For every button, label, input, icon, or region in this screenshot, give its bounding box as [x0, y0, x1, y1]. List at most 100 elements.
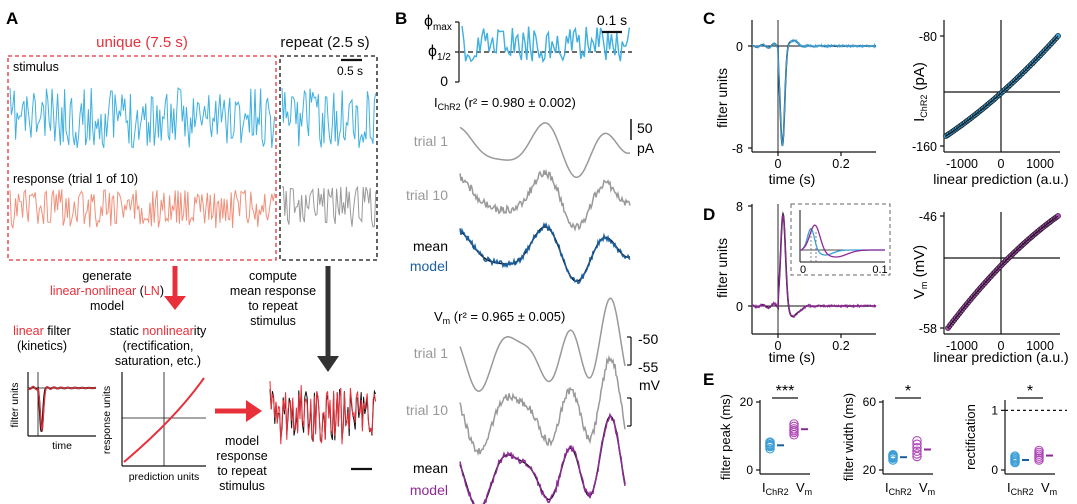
ln-model-text: linear-nonlinear (LN) — [50, 284, 164, 298]
ichr2-trial10-label: trial 10 — [406, 187, 448, 203]
e-ytick-top-label: 20 — [740, 395, 754, 409]
panel-e: E 20 0 filter peak (ms) *** IChR2 Vm 60 20 filte… — [703, 370, 1067, 497]
e-vm-point — [912, 435, 922, 446]
panel-d-letter: D — [703, 205, 715, 224]
e-vm-point — [789, 419, 799, 429]
response-trace — [9, 188, 276, 229]
response-units-label: response units — [101, 386, 113, 454]
linear-filter-title: linear filter — [13, 324, 71, 338]
d-nonlinearity-points — [945, 213, 1061, 331]
e-chr2-point — [765, 437, 775, 447]
model-resp-line-3: to repeat — [217, 464, 267, 478]
vm-unit: mV — [639, 377, 661, 393]
d-inset-xtick-0: 0 — [800, 264, 806, 276]
c-nl-ytick-160: -160 — [912, 140, 937, 154]
compute-line-2: mean response — [230, 284, 316, 298]
scalebar-pa-value: 50 — [637, 120, 653, 136]
d-inset-xtick-01: 0.1 — [872, 264, 887, 276]
c-nl-xtick-0: 0 — [998, 157, 1005, 171]
d-nl-xtick-1000: 1000 — [1026, 339, 1054, 353]
panel-c-letter: C — [703, 9, 715, 28]
vm-trial1-label: trial 1 — [414, 345, 448, 361]
vm-model-label: model — [410, 482, 448, 498]
phi-max-label: ϕmax — [424, 13, 452, 33]
e-ytick-top-label: 1 — [991, 403, 998, 417]
e-x-label-vm: Vm — [796, 480, 812, 497]
c-nl-xlabel: linear prediction (a.u.) — [933, 171, 1068, 187]
c-xtick-0-label: 0 — [775, 157, 782, 171]
c-ytick-0: 0 — [736, 40, 743, 54]
c-xtick-02-label: 0.2 — [832, 157, 849, 171]
e-x-label-vm: Vm — [1041, 480, 1057, 497]
e-chr2-point — [888, 449, 898, 460]
response-repeat-trace — [281, 185, 377, 228]
e-vm-point — [912, 446, 922, 456]
ichr2-title: IChR2 (r² = 0.980 ± 0.002) — [434, 95, 576, 112]
model-resp-line-2: response — [216, 449, 267, 463]
e-summary-plots: 20 0 filter peak (ms) *** IChR2 Vm 60 20 filter … — [718, 383, 1067, 497]
e-sig-label: * — [1027, 383, 1033, 400]
d-ylabel: filter units — [714, 238, 730, 298]
red-right-arrow-icon — [246, 400, 262, 422]
filter-units-label: filter units — [9, 383, 21, 428]
e-vm-point — [1034, 445, 1044, 456]
d-nl-xtick-m1000: -1000 — [946, 339, 978, 353]
e-x-label-ichr2: IChR2 — [762, 480, 789, 497]
rectification-label-1: (rectification, — [123, 339, 194, 353]
c-nl-ytick-80: -80 — [919, 30, 937, 44]
ichr2-trial1-trace — [459, 122, 631, 179]
d-inset-box — [790, 203, 891, 276]
ichr2-trial10-trace — [459, 168, 631, 232]
ichr2-model-trace — [459, 222, 631, 285]
model-response-model — [269, 380, 377, 445]
c-nonlinearity-points — [943, 33, 1061, 139]
stimulus-label: stimulus — [13, 60, 59, 74]
c-nl-xtick-1000: 1000 — [1026, 157, 1054, 171]
panel-c: C 0 -8 0 0.2 filter units time (s) -80 -… — [703, 9, 1069, 187]
e-vm-point — [912, 439, 922, 449]
model-resp-line-1: model — [225, 434, 259, 448]
vm-mean-label: mean — [413, 460, 448, 476]
d-inset-vm-trace — [800, 224, 885, 258]
panel-a-letter: A — [6, 9, 18, 28]
e-ytick-top-label: 60 — [863, 395, 877, 409]
e-ytick-bottom-label: 0 — [746, 463, 753, 477]
panel-d: D 8 0 0 0.2 filter units time (s) 0 0.1 — [703, 200, 1069, 365]
d-ytick-0: 0 — [736, 300, 743, 314]
panel-a: A unique (7.5 s) repeat (2.5 s) stimulus… — [6, 9, 378, 493]
vm-tick-55: -55 — [638, 359, 658, 375]
model-text: model — [90, 299, 124, 313]
e-ylabel: filter width (ms) — [841, 393, 856, 481]
d-xlabel: time (s) — [769, 349, 816, 365]
red-down-arrow-icon — [164, 296, 186, 310]
panel-b-letter: B — [395, 9, 407, 28]
e-vm-point — [789, 424, 799, 434]
stimulus-repeat-trace — [281, 87, 377, 148]
d-nl-xlabel: linear prediction (a.u.) — [933, 349, 1068, 365]
e-vm-point — [789, 421, 799, 432]
panel-e-letter: E — [703, 370, 714, 389]
scalebar-a-label: 0.5 s — [337, 64, 363, 78]
nl-curve-line — [947, 215, 1059, 329]
rectification-label-2: saturation, etc.) — [115, 354, 201, 368]
kinetics-label: (kinetics) — [17, 339, 67, 353]
c-filter-data — [751, 39, 876, 146]
vm-trial10-trace — [459, 354, 626, 457]
nl-curve-line — [945, 35, 1059, 137]
time-label: time — [52, 440, 72, 452]
vm-trial10-label: trial 10 — [406, 402, 448, 418]
e-vm-point — [912, 442, 922, 453]
e-ylabel: filter peak (ms) — [718, 394, 733, 480]
d-xtick-0-label: 0 — [775, 339, 782, 353]
repeat-box — [279, 55, 378, 261]
d-nl-ytick-58: -58 — [919, 322, 937, 336]
e-ylabel: rectification — [963, 404, 978, 470]
ichr2-mean-label: mean — [413, 238, 448, 254]
ichr2-trial1-label: trial 1 — [414, 133, 448, 149]
e-ytick-bottom-label: 20 — [863, 463, 877, 477]
vm-mean-trace — [459, 415, 626, 504]
e-ytick-bottom-label: 0 — [991, 463, 998, 477]
d-nl-xtick-0: 0 — [998, 339, 1005, 353]
panel-b: B ϕmax ϕ1/2 0 0.1 s IChR2 (r² = 0.980 ± … — [395, 9, 661, 504]
